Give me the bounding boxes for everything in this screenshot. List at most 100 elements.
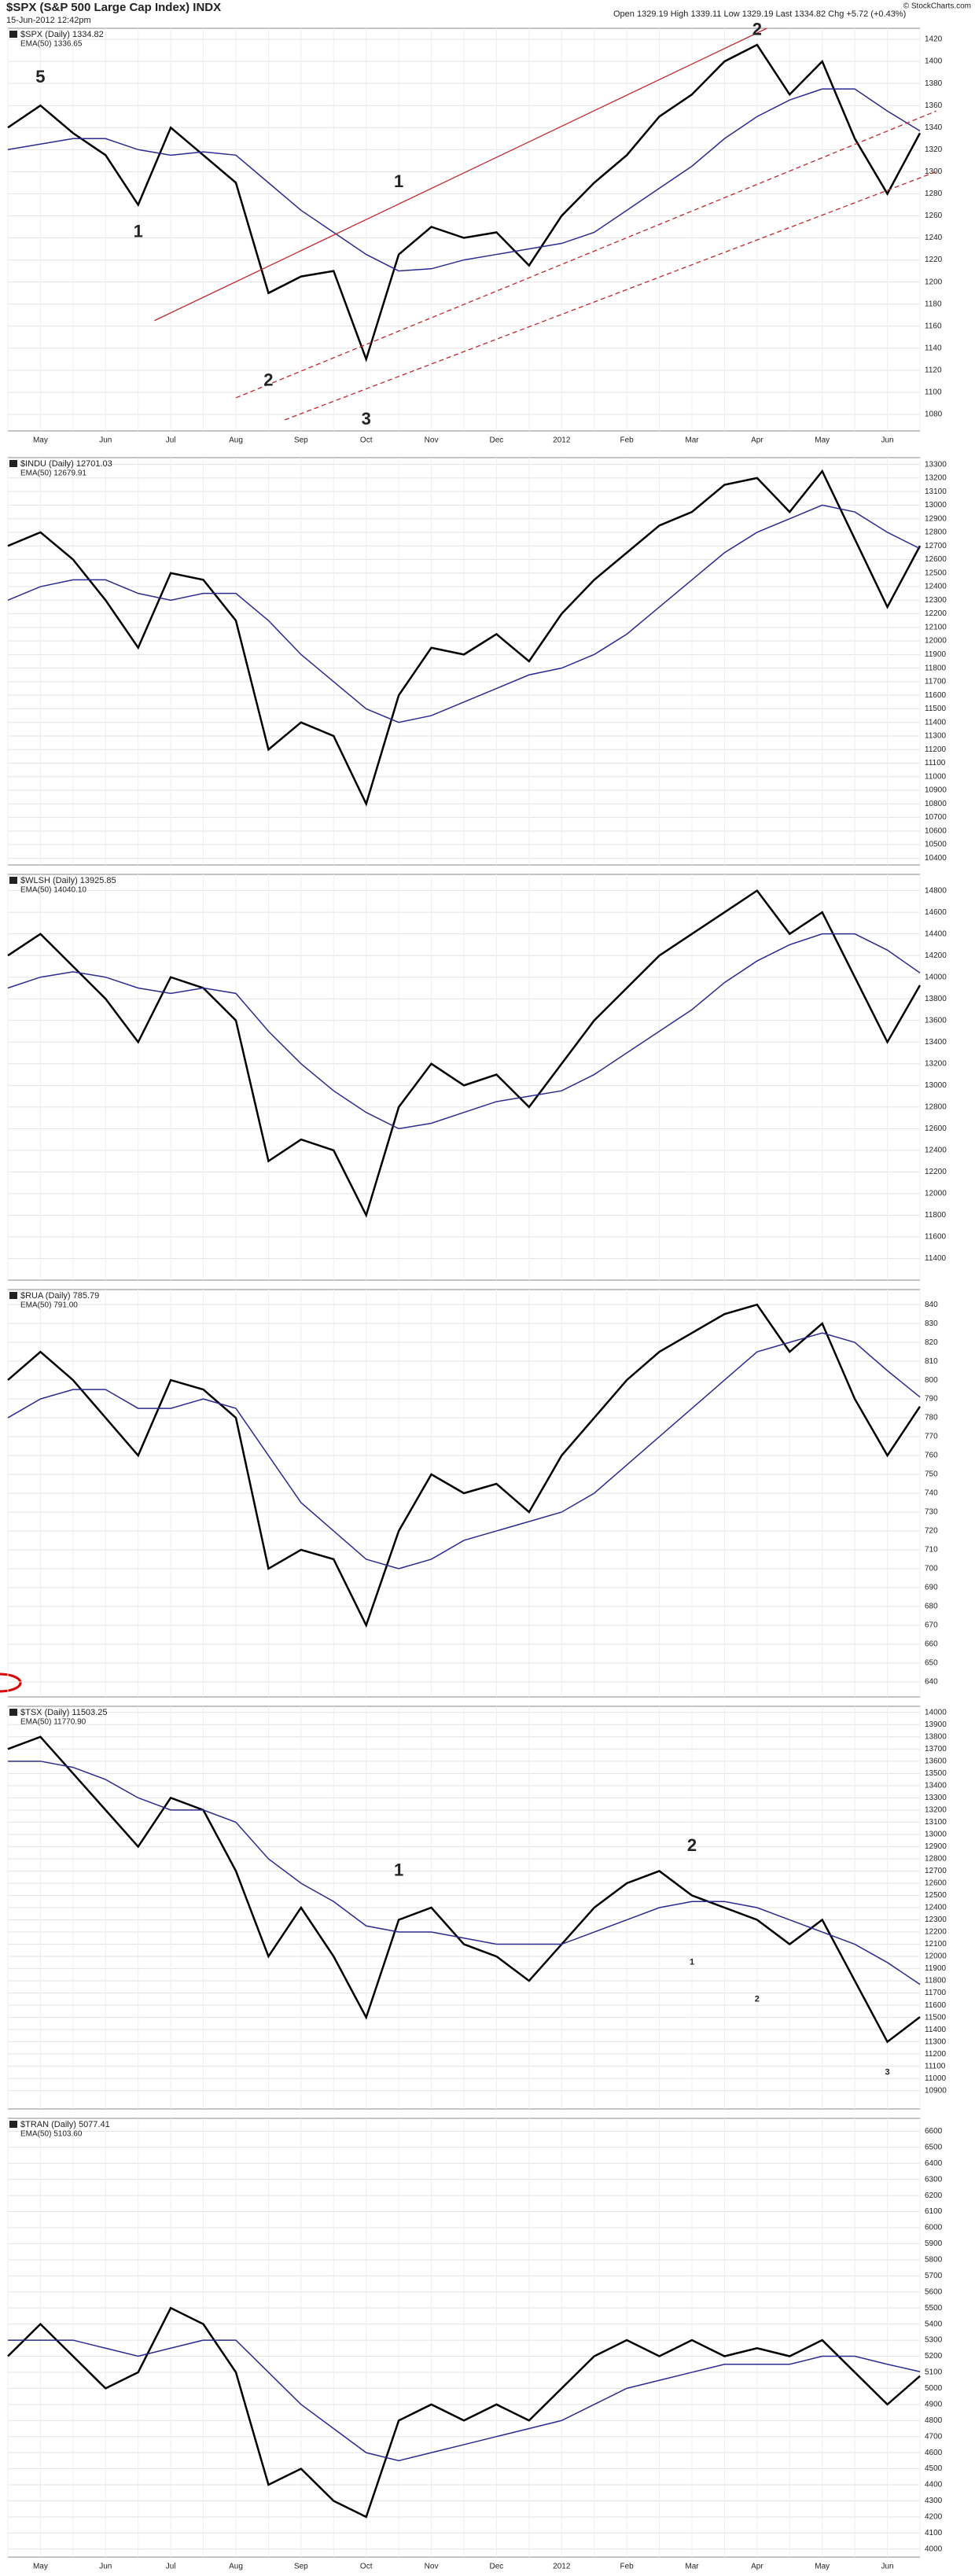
y-tick-label: 11900 bbox=[925, 650, 947, 659]
y-tick-label: 5800 bbox=[925, 2256, 943, 2265]
y-tick-label: 12000 bbox=[925, 1952, 947, 1961]
series-line bbox=[7, 1735, 921, 2044]
x-tick-label: Nov bbox=[425, 436, 439, 445]
y-tick-label: 13300 bbox=[925, 1794, 947, 1802]
y-tick-label: 4700 bbox=[925, 2432, 943, 2441]
legend-entry: $INDU (Daily) 12701.03 bbox=[20, 459, 112, 469]
x-tick-label: 2012 bbox=[553, 436, 571, 445]
x-tick-label: Jul bbox=[166, 2563, 176, 2571]
y-tick-label: 13000 bbox=[925, 1081, 947, 1090]
x-tick-label: Apr bbox=[751, 2563, 763, 2571]
legend-entry: EMA(50) 1336.65 bbox=[20, 40, 83, 49]
y-tick-label: 11500 bbox=[925, 2013, 947, 2022]
y-tick-label: 1300 bbox=[925, 167, 943, 176]
y-tick-label: 12400 bbox=[925, 583, 947, 591]
y-tick-label: 13200 bbox=[925, 474, 947, 483]
y-tick-label: 5300 bbox=[925, 2336, 943, 2345]
y-tick-label: 13600 bbox=[925, 1757, 947, 1765]
x-tick-label: Dec bbox=[490, 436, 504, 445]
y-tick-label: 1120 bbox=[925, 366, 942, 374]
y-tick-label: 11400 bbox=[925, 718, 947, 727]
y-tick-label: 6100 bbox=[925, 2207, 943, 2216]
y-tick-label: 11600 bbox=[925, 1233, 947, 1242]
y-tick-label: 12300 bbox=[925, 596, 947, 605]
y-tick-label: 12700 bbox=[925, 542, 947, 550]
highlight-ellipse bbox=[0, 1673, 22, 1693]
y-tick-label: 5100 bbox=[925, 2368, 943, 2377]
y-tick-label: 5000 bbox=[925, 2384, 943, 2393]
series-line bbox=[8, 2339, 921, 2462]
y-tick-label: 13500 bbox=[925, 1769, 947, 1778]
y-tick-label: 13600 bbox=[925, 1016, 947, 1025]
y-tick-label: 6600 bbox=[925, 2127, 943, 2136]
x-tick-label: Dec bbox=[490, 2563, 504, 2571]
y-tick-label: 4800 bbox=[925, 2416, 943, 2425]
x-tick-label: 2012 bbox=[553, 2563, 571, 2571]
annotation: 3 bbox=[885, 2067, 890, 2077]
y-tick-label: 13200 bbox=[925, 1806, 947, 1815]
y-tick-label: 1180 bbox=[925, 300, 942, 308]
y-tick-label: 4200 bbox=[925, 2513, 943, 2522]
legend-entry: EMA(50) 12679.91 bbox=[20, 469, 86, 478]
y-tick-label: 730 bbox=[925, 1508, 938, 1517]
annotation: 1 bbox=[394, 1860, 403, 1879]
x-tick-label: Jun bbox=[99, 436, 112, 445]
y-tick-label: 740 bbox=[925, 1489, 938, 1498]
y-tick-label: 1380 bbox=[925, 79, 943, 88]
y-tick-label: 720 bbox=[925, 1527, 938, 1536]
legend-entry: $TRAN (Daily) 5077.41 bbox=[20, 2120, 110, 2129]
y-tick-label: 4000 bbox=[925, 2545, 943, 2553]
series-line bbox=[8, 1761, 921, 1985]
x-tick-label: Aug bbox=[229, 2563, 243, 2571]
y-tick-label: 6200 bbox=[925, 2191, 943, 2200]
y-tick-label: 660 bbox=[925, 1639, 938, 1648]
y-tick-label: 11000 bbox=[925, 2074, 947, 2083]
page-title: $SPX (S&P 500 Large Cap Index) INDX bbox=[6, 1, 221, 14]
y-tick-label: 6500 bbox=[925, 2143, 943, 2151]
legend-swatch bbox=[9, 877, 17, 884]
y-tick-label: 11200 bbox=[925, 745, 947, 754]
y-tick-label: 12400 bbox=[925, 1904, 947, 1912]
y-tick-label: 10400 bbox=[925, 854, 947, 863]
y-tick-label: 820 bbox=[925, 1338, 938, 1347]
x-tick-label: Oct bbox=[360, 2563, 373, 2571]
y-tick-label: 12600 bbox=[925, 555, 947, 564]
y-tick-label: 690 bbox=[925, 1584, 938, 1592]
y-tick-label: 14400 bbox=[925, 929, 947, 938]
y-tick-label: 10800 bbox=[925, 800, 947, 808]
y-tick-label: 13900 bbox=[925, 1720, 947, 1729]
y-tick-label: 13800 bbox=[925, 1732, 947, 1741]
x-tick-label: Jul bbox=[166, 436, 176, 445]
x-tick-label: May bbox=[33, 436, 48, 445]
y-tick-label: 5200 bbox=[925, 2352, 943, 2361]
y-tick-label: 840 bbox=[925, 1301, 938, 1309]
y-tick-label: 1220 bbox=[925, 256, 943, 264]
y-tick-label: 12400 bbox=[925, 1146, 947, 1155]
y-tick-label: 11800 bbox=[925, 664, 947, 672]
y-tick-label: 4100 bbox=[925, 2529, 943, 2537]
legend-entry: $WLSH (Daily) 13925.85 bbox=[20, 876, 116, 885]
y-tick-label: 5500 bbox=[925, 2304, 943, 2313]
annotation: 2 bbox=[755, 1994, 760, 2004]
annotation: 2 bbox=[687, 1835, 697, 1855]
y-tick-label: 13100 bbox=[925, 1818, 947, 1827]
y-tick-label: 4400 bbox=[925, 2481, 943, 2490]
y-tick-label: 10500 bbox=[925, 841, 947, 849]
y-tick-label: 1320 bbox=[925, 145, 943, 154]
y-tick-label: 14200 bbox=[925, 951, 947, 960]
y-tick-label: 11700 bbox=[925, 678, 947, 686]
y-tick-label: 11600 bbox=[925, 2001, 947, 2010]
legend-entry: $RUA (Daily) 785.79 bbox=[20, 1291, 99, 1301]
trend-line bbox=[284, 171, 936, 421]
x-tick-label: May bbox=[815, 436, 830, 445]
y-tick-label: 680 bbox=[925, 1603, 938, 1611]
y-tick-label: 12500 bbox=[925, 1891, 947, 1900]
y-tick-label: 11800 bbox=[925, 1977, 947, 1985]
y-tick-label: 11500 bbox=[925, 705, 947, 713]
y-tick-label: 12700 bbox=[925, 1867, 947, 1875]
annotation: 3 bbox=[362, 409, 371, 429]
y-tick-label: 6300 bbox=[925, 2175, 943, 2184]
y-tick-label: 13400 bbox=[925, 1038, 947, 1047]
y-tick-label: 12200 bbox=[925, 1168, 947, 1176]
